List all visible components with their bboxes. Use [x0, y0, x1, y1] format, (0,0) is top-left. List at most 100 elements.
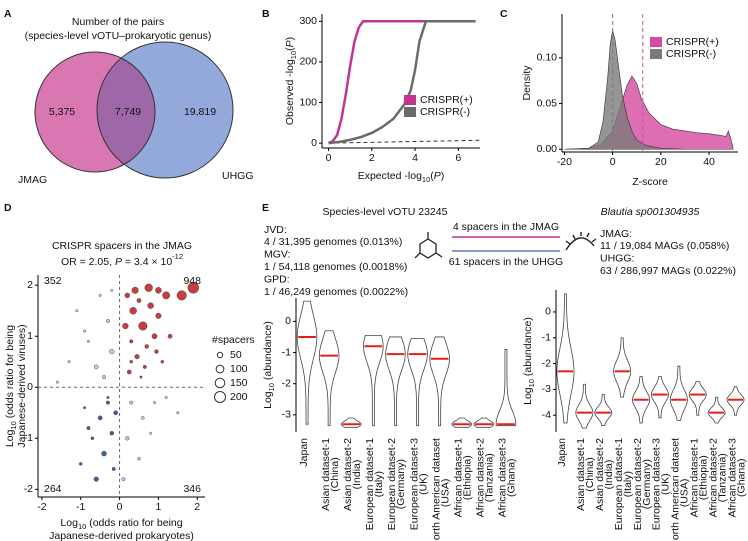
y-tick-label: -4: [542, 409, 551, 421]
category-sublabel: (UK): [417, 473, 429, 495]
y-tick-label: 2: [27, 279, 33, 291]
violin: [726, 386, 745, 416]
x-tick-label: 2: [369, 152, 375, 164]
point: [153, 401, 156, 405]
point: [101, 450, 107, 457]
point: [164, 396, 168, 399]
point: [167, 333, 173, 339]
label-part: 10: [422, 175, 430, 184]
violin: [495, 349, 517, 427]
x-tick-label: 1: [155, 501, 161, 513]
violin: [613, 337, 632, 398]
y-tick-label: 300: [299, 15, 317, 27]
label-part: ): [441, 170, 445, 182]
set-label: UHGG: [222, 170, 254, 182]
point: [136, 298, 142, 303]
x-axis-label: Log10 (odds ratio for being: [60, 517, 182, 532]
label-part: (abundance): [522, 317, 534, 379]
panel-letter: C: [500, 8, 508, 20]
point: [144, 283, 153, 292]
y-tick-label: 200: [299, 56, 317, 68]
cell: [565, 237, 595, 251]
size-legend-key: [214, 377, 226, 389]
legend-label: CRISPR(-): [666, 48, 716, 60]
legend-label: CRISPR(-): [420, 106, 470, 118]
point: [124, 292, 130, 299]
category-label: African dataset-3: [497, 438, 509, 518]
note: 63 / 286,997 MAGs (0.022%): [600, 265, 736, 277]
y-tick-label: -2: [282, 377, 291, 389]
point: [144, 344, 149, 349]
label-part: (odds ratio for being: [4, 325, 16, 421]
y-axis-label: Log10 (odds ratio for being: [4, 325, 19, 447]
y-tick-label: -1: [542, 332, 551, 344]
category-label: European dataset-1: [613, 438, 625, 530]
chart-title: Species-level vOTU 23245: [323, 206, 448, 218]
bonds: [414, 232, 443, 259]
point: [131, 286, 139, 294]
point: [67, 360, 71, 364]
pili: [565, 232, 597, 245]
category-sublabel: (Ghana): [735, 458, 747, 497]
category-label: European dataset-2: [632, 438, 644, 530]
point: [86, 426, 91, 431]
x-axis-label: Japanese-derived prokaryotes): [49, 530, 194, 541]
y-axis-label: Log10 (abundance): [522, 317, 537, 405]
legend-swatch: [650, 37, 662, 47]
category-label: North American dataset: [430, 438, 442, 541]
category-label: European dataset-3: [408, 438, 420, 530]
point: [87, 339, 90, 343]
point: [138, 321, 148, 331]
point: [176, 411, 180, 415]
label-part: Expected -log: [358, 170, 422, 182]
point: [55, 380, 59, 384]
point: [122, 322, 129, 330]
venn-title: Number of the pairs: [72, 16, 164, 28]
x-tick-label: 6: [455, 152, 461, 164]
set-label: JMAG: [18, 174, 47, 186]
category-sublabel: (Germany): [641, 459, 653, 509]
legend-swatch: [404, 95, 416, 105]
point: [75, 309, 79, 313]
x-tick-label: -2: [37, 501, 46, 513]
panel-letter: D: [4, 202, 12, 214]
quadrant-count: 352: [44, 275, 62, 287]
x-axis-label: Z-score: [632, 176, 668, 188]
region-count: 19,819: [184, 106, 216, 118]
point: [98, 293, 102, 297]
violin: [318, 330, 340, 427]
label-part: Log: [60, 517, 78, 529]
point: [154, 349, 159, 354]
size-legend-label: 200: [230, 391, 248, 403]
note: JMAG:: [600, 228, 632, 240]
point: [129, 339, 134, 344]
category-sublabel: (China): [329, 457, 341, 491]
label-part: P: [434, 170, 441, 182]
point: [139, 375, 143, 379]
point: [110, 288, 114, 292]
legend-label: CRISPR(+): [666, 36, 719, 48]
violin: [594, 394, 613, 426]
point: [105, 400, 110, 405]
label-part: 10: [289, 51, 298, 59]
note: 1 / 54,118 genomes (0.0018%): [264, 261, 407, 273]
molecule-icon: [414, 232, 443, 259]
y-axis-label: Log10 (abundance): [262, 321, 277, 409]
note: GPD:: [264, 273, 290, 285]
point: [93, 364, 99, 370]
x-tick-label: 0: [326, 152, 332, 164]
point: [147, 302, 154, 309]
category-sublabel: (USA): [439, 479, 451, 508]
point: [83, 329, 87, 333]
label-part: 10: [78, 522, 86, 531]
point: [106, 396, 110, 399]
region-count: 7,749: [115, 106, 141, 118]
label-part: OR = 2.05,: [61, 256, 115, 268]
point: [121, 477, 126, 482]
point: [111, 466, 116, 471]
size-legend-label: 50: [230, 349, 242, 361]
category-label: Asian dataset-1: [320, 438, 332, 511]
category-label: African dataset-2: [707, 438, 719, 518]
x-tick-label: 20: [655, 156, 667, 168]
